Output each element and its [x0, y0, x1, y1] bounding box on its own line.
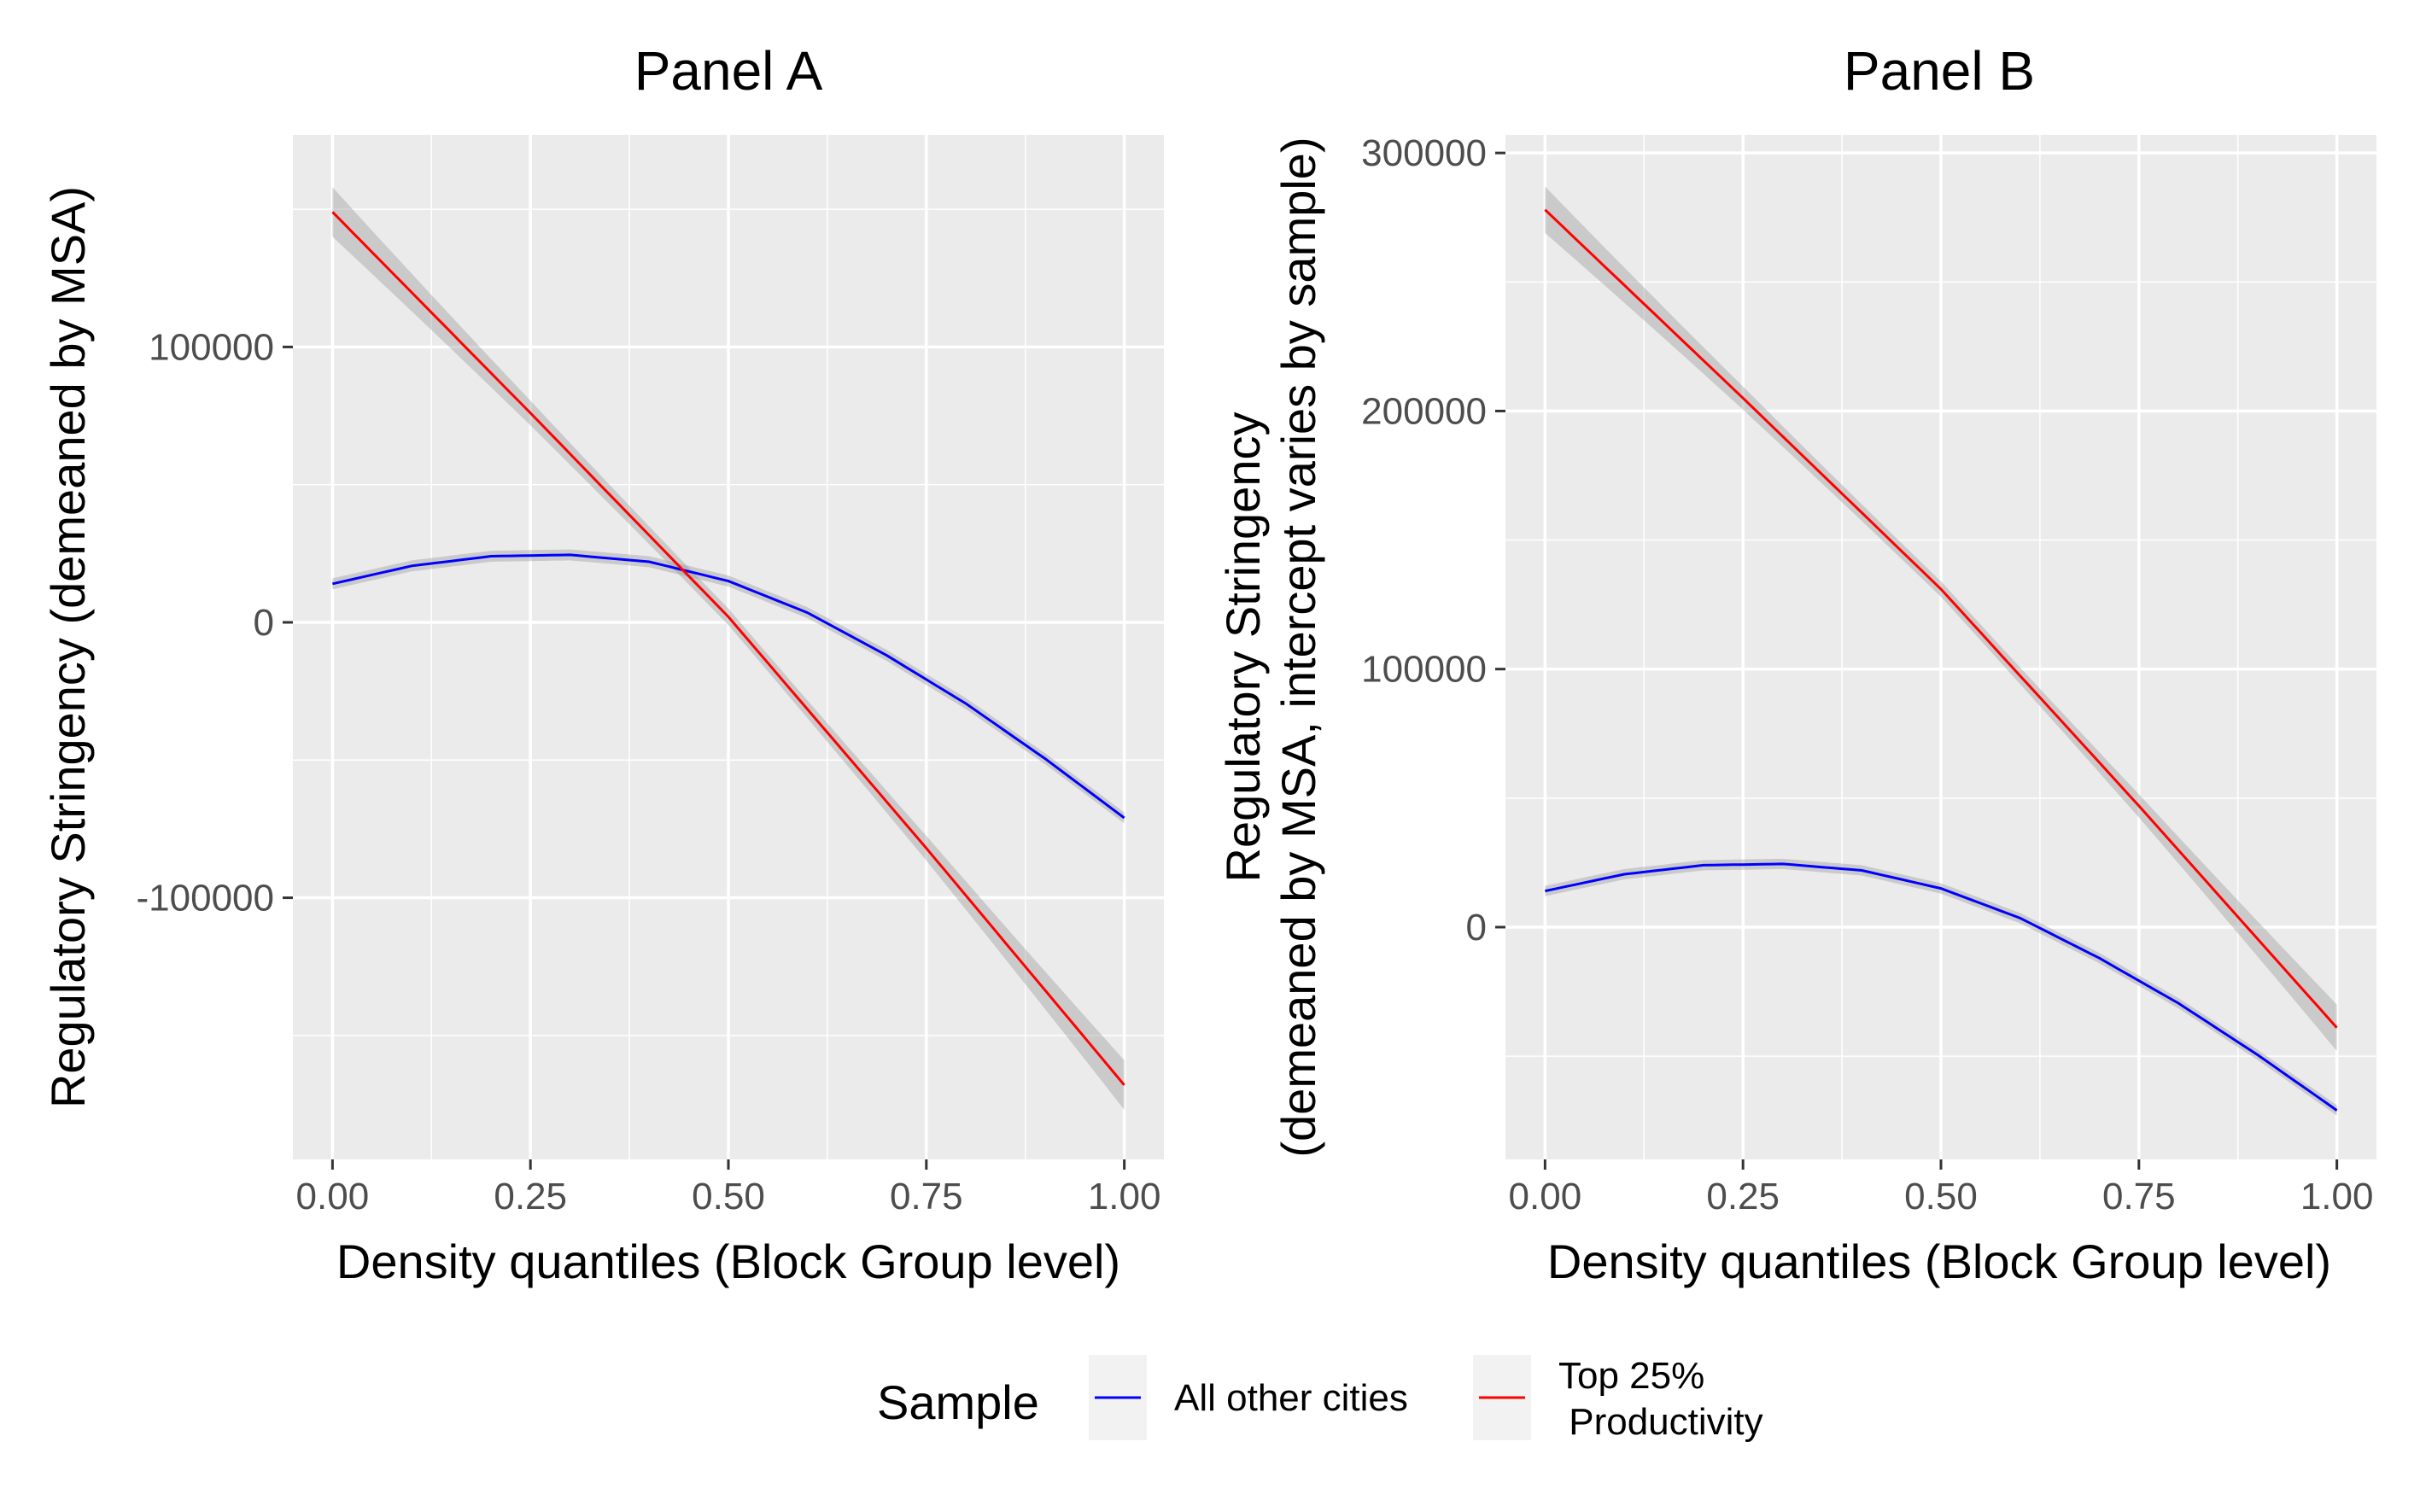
- panel-b-x-tick-label-1: 0.25: [1706, 1176, 1780, 1217]
- legend-label-top-25-line-1: Top 25%: [1558, 1355, 1704, 1397]
- panel-b-y-tick-label-2: 200000: [1361, 390, 1487, 432]
- panel-b-x-tick-label-2: 0.50: [1904, 1176, 1978, 1217]
- panel-a: Panel A 0.00 0.25 0.50 0.75 1.00 -100000 0 1000…: [41, 40, 1164, 1288]
- panel-a-lines: [331, 211, 1125, 1086]
- panel-b-line-top-25-productivity: [1544, 208, 2338, 1029]
- panel-b-x-axis-title: Density quantiles (Block Group level): [1547, 1235, 2331, 1288]
- panel-a-title: Panel A: [634, 40, 823, 102]
- panel-a-grid: [293, 135, 1164, 1159]
- panel-b-y-axis-title-line-1: Regulatory Stringency: [1216, 412, 1270, 883]
- panel-b-lines: [1544, 208, 2338, 1112]
- panel-b-x-tick-label-4: 1.00: [2300, 1176, 2374, 1217]
- panel-b-band-top-25-productivity: [1545, 186, 2337, 1051]
- panel-b-x-tick-label-0: 0.00: [1509, 1176, 1582, 1217]
- panel-a-y-tick-label-2: 100000: [149, 326, 274, 368]
- panel-a-y-tick-label-1: 0: [254, 602, 274, 644]
- panel-a-confidence-bands: [332, 187, 1125, 1110]
- panel-b: Panel B 0.00 0.25 0.50 0.75 1.00 0 100000 20000…: [1216, 40, 2376, 1288]
- panel-b-y-axis-title-line-2: (demeaned by MSA, intercept varies by sa…: [1271, 137, 1325, 1157]
- panel-a-x-tick-label-0: 0.00: [296, 1176, 370, 1217]
- panel-a-x-tick-label-4: 1.00: [1088, 1176, 1161, 1217]
- panel-a-x-tick-label-2: 0.50: [692, 1176, 765, 1217]
- legend: Sample All other cities Top 25% Producti…: [877, 1355, 1763, 1443]
- legend-label-top-25-line-2: Productivity: [1558, 1401, 1763, 1443]
- panel-a-line-top-25-productivity: [331, 211, 1125, 1086]
- panel-a-y-tick-label-0: -100000: [137, 878, 274, 919]
- panel-a-y-axis-title: Regulatory Stringency (demeaned by MSA): [41, 186, 95, 1108]
- panel-b-title: Panel B: [1844, 40, 2035, 102]
- panel-a-x-tick-label-3: 0.75: [890, 1176, 963, 1217]
- panel-b-x-tick-label-3: 0.75: [2102, 1176, 2176, 1217]
- panel-b-y-tick-label-1: 100000: [1361, 649, 1487, 691]
- legend-label-all-other-cities: All other cities: [1174, 1377, 1408, 1419]
- panel-b-line-all-other-cities: [1545, 862, 2338, 1112]
- panel-b-ticks: 0.00 0.25 0.50 0.75 1.00 0 100000 200000 300000: [1361, 132, 2373, 1217]
- panel-a-band-top-25-productivity: [332, 187, 1125, 1110]
- panel-a-ticks: 0.00 0.25 0.50 0.75 1.00 -100000 0 100000: [137, 326, 1161, 1217]
- panel-a-x-axis-title: Density quantiles (Block Group level): [336, 1235, 1120, 1288]
- panel-a-x-tick-label-1: 0.25: [494, 1176, 567, 1217]
- legend-title: Sample: [877, 1375, 1039, 1429]
- panel-b-confidence-bands: [1545, 186, 2337, 1116]
- panel-b-y-tick-label-3: 300000: [1361, 132, 1487, 174]
- panel-a-line-all-other-cities: [332, 553, 1125, 820]
- panel-b-grid: [1505, 135, 2376, 1159]
- panel-b-y-tick-label-0: 0: [1466, 907, 1487, 949]
